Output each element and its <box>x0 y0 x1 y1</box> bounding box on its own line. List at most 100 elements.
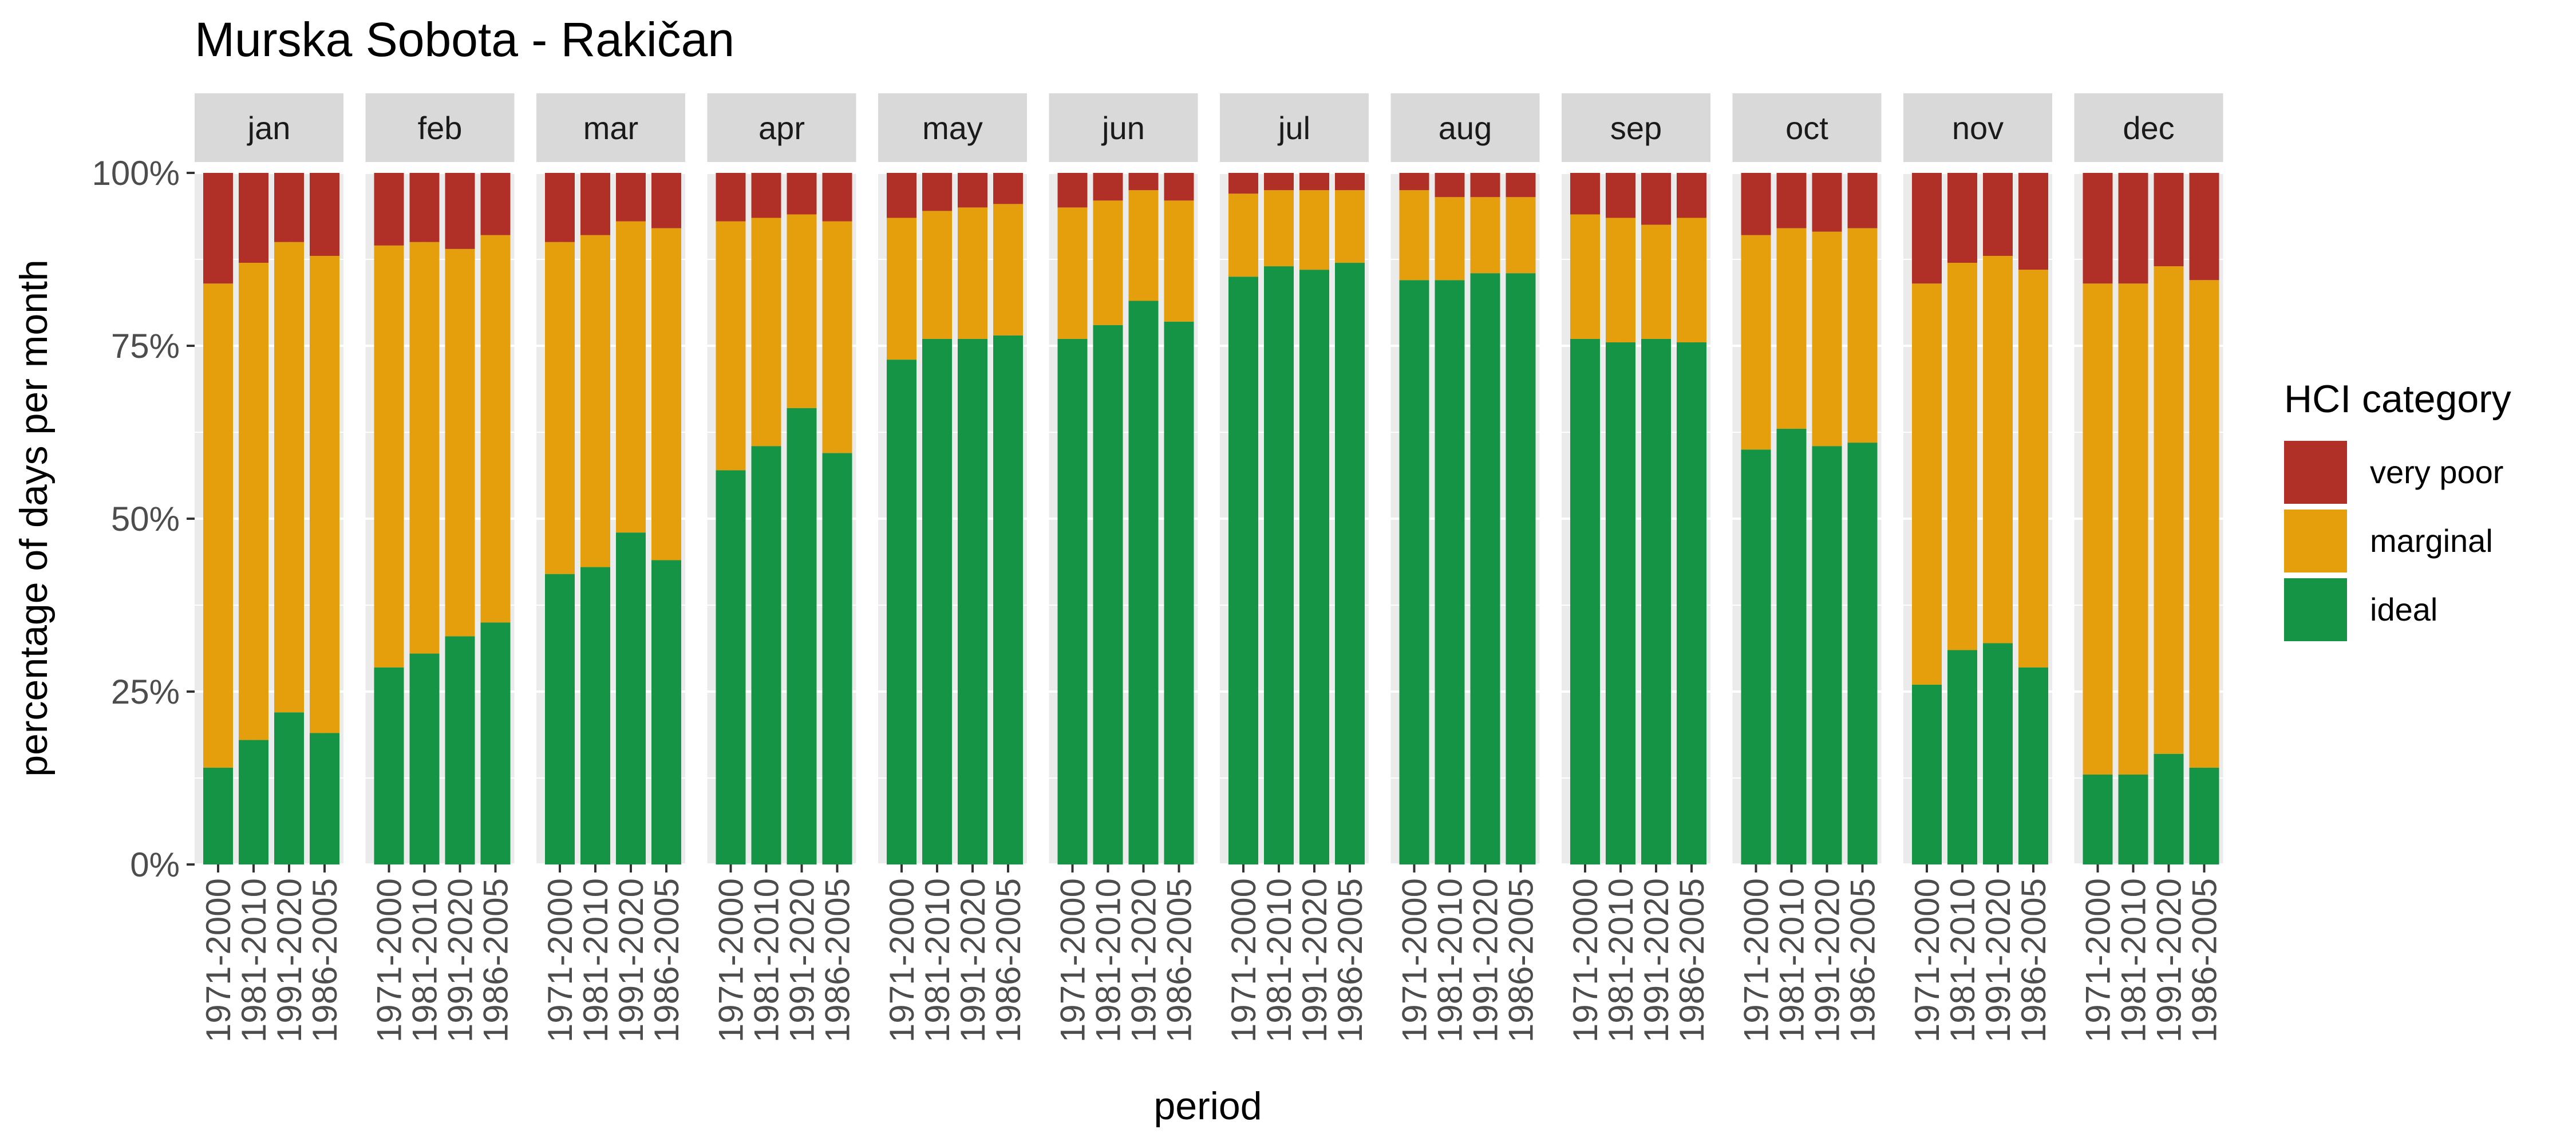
bar-very-poor <box>1776 173 1807 228</box>
legend-item[interactable]: marginal <box>2284 510 2493 572</box>
bar-ideal <box>480 622 511 864</box>
facet-strip-label: nov <box>1952 110 2004 146</box>
facet-strip-label: jul <box>1277 110 1310 146</box>
bar-ideal <box>2118 774 2148 864</box>
bar-very-poor <box>1606 173 1635 218</box>
bar-very-poor <box>1264 173 1294 191</box>
bar-ideal <box>409 653 440 864</box>
bar-ideal <box>751 446 781 864</box>
x-tick-label: 1991-2020 <box>1808 878 1847 1043</box>
bar-ideal <box>274 712 304 864</box>
bar-marginal <box>1335 190 1365 263</box>
y-tick-label: 100% <box>92 154 180 192</box>
bar-very-poor <box>310 173 339 256</box>
legend-key <box>2284 510 2347 572</box>
bar-very-poor <box>1057 173 1088 208</box>
facet-strip <box>1220 93 1369 162</box>
facet-strip-label: jun <box>1101 110 1145 146</box>
facet-strip-label: dec <box>2123 110 2174 146</box>
bar-marginal <box>958 207 987 339</box>
bar-ideal <box>716 470 746 864</box>
bar-ideal <box>580 567 610 864</box>
bar-very-poor <box>1093 173 1123 201</box>
facet-strip-label: sep <box>1610 110 1662 146</box>
bar-ideal <box>1570 338 1600 864</box>
bar-very-poor <box>1335 173 1365 191</box>
x-tick-label: 1981-2010 <box>235 878 273 1043</box>
bar-very-poor <box>1983 173 2013 256</box>
bar-very-poor <box>2154 173 2184 267</box>
bar-very-poor <box>480 173 511 235</box>
x-tick-label: 1981-2010 <box>2115 878 2153 1043</box>
legend-label: ideal <box>2370 591 2437 627</box>
bar-ideal <box>2189 767 2219 864</box>
bar-ideal <box>445 636 475 864</box>
bar-marginal <box>751 218 781 447</box>
facet-strip <box>1732 93 1882 162</box>
y-tick-label: 0% <box>130 846 180 884</box>
bar-marginal <box>480 235 511 623</box>
x-axis-title: period <box>1153 1084 1262 1128</box>
bar-ideal <box>1299 270 1329 864</box>
x-tick-label: 1991-2020 <box>954 878 992 1043</box>
bar-very-poor <box>787 173 817 215</box>
bar-very-poor <box>239 173 268 263</box>
bar-ideal <box>616 532 646 864</box>
x-tick-label: 1971-2000 <box>883 878 921 1043</box>
bar-marginal <box>1983 255 2013 643</box>
bar-marginal <box>203 283 233 768</box>
bar-ideal <box>958 338 987 864</box>
legend-item[interactable]: very poor <box>2284 441 2503 504</box>
x-tick-label: 1991-2020 <box>612 878 650 1043</box>
bar-very-poor <box>1812 173 1842 232</box>
bar-marginal <box>1435 197 1465 281</box>
bar-marginal <box>1506 197 1536 274</box>
bar-very-poor <box>445 173 475 249</box>
bar-very-poor <box>580 173 610 235</box>
bar-marginal <box>1264 190 1294 267</box>
bar-marginal <box>1093 200 1123 325</box>
facet-strip <box>365 93 515 162</box>
bar-ideal <box>2083 774 2113 864</box>
x-tick-label: 1991-2020 <box>1125 878 1163 1043</box>
y-tick-label: 25% <box>111 673 180 711</box>
x-tick-label: 1971-2000 <box>1224 878 1263 1043</box>
x-tick-label: 1991-2020 <box>441 878 480 1043</box>
legend-item[interactable]: ideal <box>2284 578 2437 641</box>
facet-strip-label: may <box>922 110 983 146</box>
facet-strip <box>1049 93 1198 162</box>
bar-marginal <box>1812 231 1842 447</box>
bar-marginal <box>1299 190 1329 270</box>
bar-marginal <box>2083 283 2113 775</box>
bar-marginal <box>1399 190 1429 281</box>
bar-ideal <box>1812 446 1842 864</box>
x-tick-label: 1971-2000 <box>541 878 579 1043</box>
bar-very-poor <box>203 173 233 284</box>
bar-very-poor <box>1399 173 1429 191</box>
x-tick-label: 1991-2020 <box>1979 878 2017 1043</box>
bar-ideal <box>1264 266 1294 865</box>
facet-strip-label: apr <box>758 110 805 146</box>
bar-ideal <box>1128 301 1159 864</box>
bar-ideal <box>1983 643 2013 864</box>
bar-very-poor <box>1741 173 1771 235</box>
bar-very-poor <box>1470 173 1500 198</box>
x-tick-label: 1991-2020 <box>2150 878 2188 1043</box>
x-tick-label: 1971-2000 <box>199 878 238 1043</box>
bar-ideal <box>1776 428 1807 864</box>
legend[interactable]: HCI category very poor marginal ideal <box>2284 377 2511 641</box>
x-tick-label: 1986-2005 <box>1331 878 1369 1043</box>
bar-very-poor <box>1912 173 1942 284</box>
bar-ideal <box>1228 277 1258 865</box>
bar-ideal <box>1606 342 1635 864</box>
legend-title: HCI category <box>2284 377 2511 421</box>
bar-marginal <box>2154 266 2184 754</box>
bar-very-poor <box>374 173 404 246</box>
bar-marginal <box>716 221 746 471</box>
bar-ideal <box>1506 273 1536 864</box>
